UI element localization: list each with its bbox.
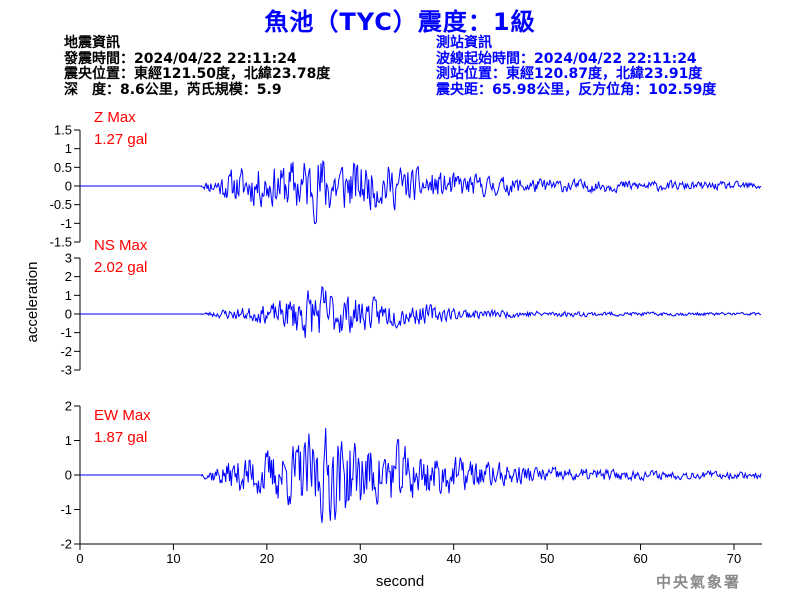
- station-location: 測站位置：東經120.87度，北緯23.91度: [436, 66, 703, 82]
- x-tick-label: 20: [260, 551, 274, 566]
- y-tick-label: -3: [60, 363, 72, 378]
- y-axis-label: acceleration: [24, 262, 41, 343]
- x-tick-label: 0: [76, 551, 83, 566]
- y-tick-label: 1: [65, 141, 72, 156]
- y-tick-label: 0: [65, 307, 72, 322]
- x-tick-label: 10: [166, 551, 180, 566]
- x-tick-label: 60: [633, 551, 647, 566]
- y-tick-label: -2: [60, 537, 72, 552]
- max-label-z: Z Max: [94, 109, 136, 126]
- max-value-z: 1.27 gal: [94, 131, 147, 148]
- y-tick-label: 0: [65, 179, 72, 194]
- station-info-heading: 測站資訊: [436, 35, 492, 51]
- y-tick-label: -1: [60, 325, 72, 340]
- y-tick-label: 2: [65, 269, 72, 284]
- max-label-ew: EW Max: [94, 407, 151, 424]
- x-tick-label: 30: [353, 551, 367, 566]
- trace-ew: [80, 427, 762, 523]
- x-tick-label: 70: [727, 551, 741, 566]
- y-tick-label: 2: [65, 399, 72, 414]
- x-axis-label: second: [376, 573, 424, 590]
- x-tick-label: 40: [446, 551, 460, 566]
- page-title: 魚池（TYC）震度：1級: [264, 8, 536, 36]
- max-value-ns: 2.02 gal: [94, 259, 147, 276]
- event-info: 地震資訊 發震時間：2024/04/22 22:11:24 震央位置：東經121…: [64, 35, 331, 98]
- y-tick-label: 1: [65, 288, 72, 303]
- station-info: 測站資訊 波線起始時間：2024/04/22 22:11:24 測站位置：東經1…: [436, 35, 717, 98]
- wave-start-time: 波線起始時間：2024/04/22 22:11:24: [436, 50, 697, 67]
- epicentral-distance: 震央距：65.98公里，反方位角：102.59度: [436, 81, 717, 98]
- y-tick-label: -2: [60, 344, 72, 359]
- y-tick-label: 0.5: [54, 160, 72, 175]
- y-tick-label: -1.5: [50, 235, 72, 250]
- y-tick-label: -1: [60, 502, 72, 517]
- depth-magnitude: 深 度：8.6公里，芮氏規模：5.9: [64, 81, 282, 98]
- origin-time: 發震時間：2024/04/22 22:11:24: [64, 50, 297, 67]
- max-value-ew: 1.87 gal: [94, 429, 147, 446]
- y-tick-label: 0: [65, 468, 72, 483]
- agency-credit: 中央氣象署: [656, 573, 742, 591]
- x-tick-label: 50: [540, 551, 554, 566]
- y-tick-label: -1: [60, 216, 72, 231]
- trace-ns: [80, 285, 762, 338]
- event-info-heading: 地震資訊: [64, 35, 120, 51]
- y-tick-label: 1: [65, 433, 72, 448]
- trace-z: [80, 160, 762, 225]
- y-tick-label: -0.5: [50, 197, 72, 212]
- y-tick-label: 1.5: [54, 123, 72, 138]
- y-tick-label: 3: [65, 251, 72, 266]
- epicenter: 震央位置：東經121.50度，北緯23.78度: [64, 66, 331, 82]
- max-label-ns: NS Max: [94, 237, 148, 254]
